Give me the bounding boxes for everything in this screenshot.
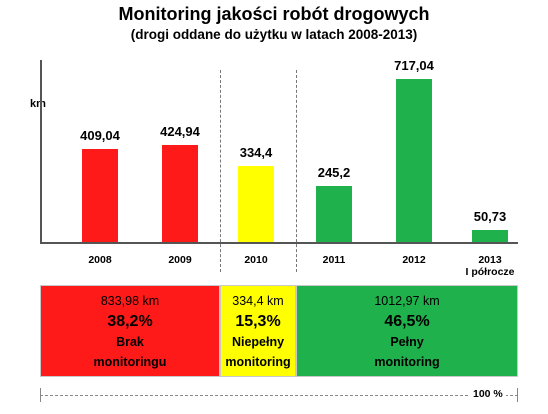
bar-value-label: 717,04	[394, 58, 434, 73]
summary-segment-partial-monitoring: 334,4 km 15,3% Niepełny monitoring	[220, 285, 296, 377]
bar-2011	[316, 186, 352, 242]
segment-percent: 46,5%	[384, 313, 430, 330]
bar-2009	[162, 145, 198, 242]
group-separator-left	[220, 70, 221, 272]
x-tick-label: 2008	[88, 254, 112, 266]
y-axis-label: km	[30, 98, 46, 110]
bar-value-label: 50,73	[473, 209, 507, 225]
segment-label-line2: monitoring	[225, 355, 291, 369]
x-axis-line	[40, 242, 518, 244]
y-axis-line	[40, 60, 42, 243]
total-dimension-tick-left	[40, 388, 41, 402]
group-separator-right	[296, 70, 297, 272]
bar-value-label: 409,04	[80, 128, 120, 144]
segment-label-line2: monitoring	[374, 355, 440, 369]
total-label: 100 %	[470, 388, 506, 400]
x-tick-label: 2012	[402, 254, 426, 266]
segment-label-line1: Niepełny	[231, 335, 285, 349]
segment-percent: 38,2%	[107, 313, 153, 330]
total-dimension-tick-right	[517, 388, 518, 402]
bar-value-label: 334,4	[239, 144, 273, 160]
segment-km: 334,4 km	[232, 294, 284, 308]
x-tick-label: 2009	[168, 254, 192, 266]
chart-subtitle: (drogi oddane do użytku w latach 2008-20…	[130, 27, 418, 42]
bar-2013	[472, 230, 508, 242]
x-tick-label: 2010	[244, 254, 268, 266]
bar-value-label: 245,2	[317, 165, 351, 181]
bar-2008	[82, 149, 118, 242]
summary-segment-no-monitoring: 833,98 km 38,2% Brak monitoringu	[40, 285, 220, 377]
segment-label-line2: monitoringu	[93, 355, 167, 369]
bar-2010	[238, 165, 274, 242]
bar-value-label: 424,94	[160, 124, 200, 140]
summary-segment-full-monitoring: 1012,97 km 46,5% Pełny monitoring	[296, 285, 518, 377]
segment-label-line1: Pełny	[390, 335, 424, 349]
segment-label-line1: Brak	[116, 335, 144, 349]
segment-km: 1012,97 km	[374, 294, 440, 308]
x-tick-label: 2013 I półrocze	[465, 254, 515, 278]
bar-2012	[396, 79, 432, 242]
segment-km: 833,98 km	[100, 294, 160, 308]
total-dimension-line	[40, 395, 518, 396]
segment-percent: 15,3%	[235, 313, 281, 330]
x-tick-label: 2011	[322, 254, 346, 266]
chart-title: Monitoring jakości robót drogowych	[118, 4, 430, 24]
